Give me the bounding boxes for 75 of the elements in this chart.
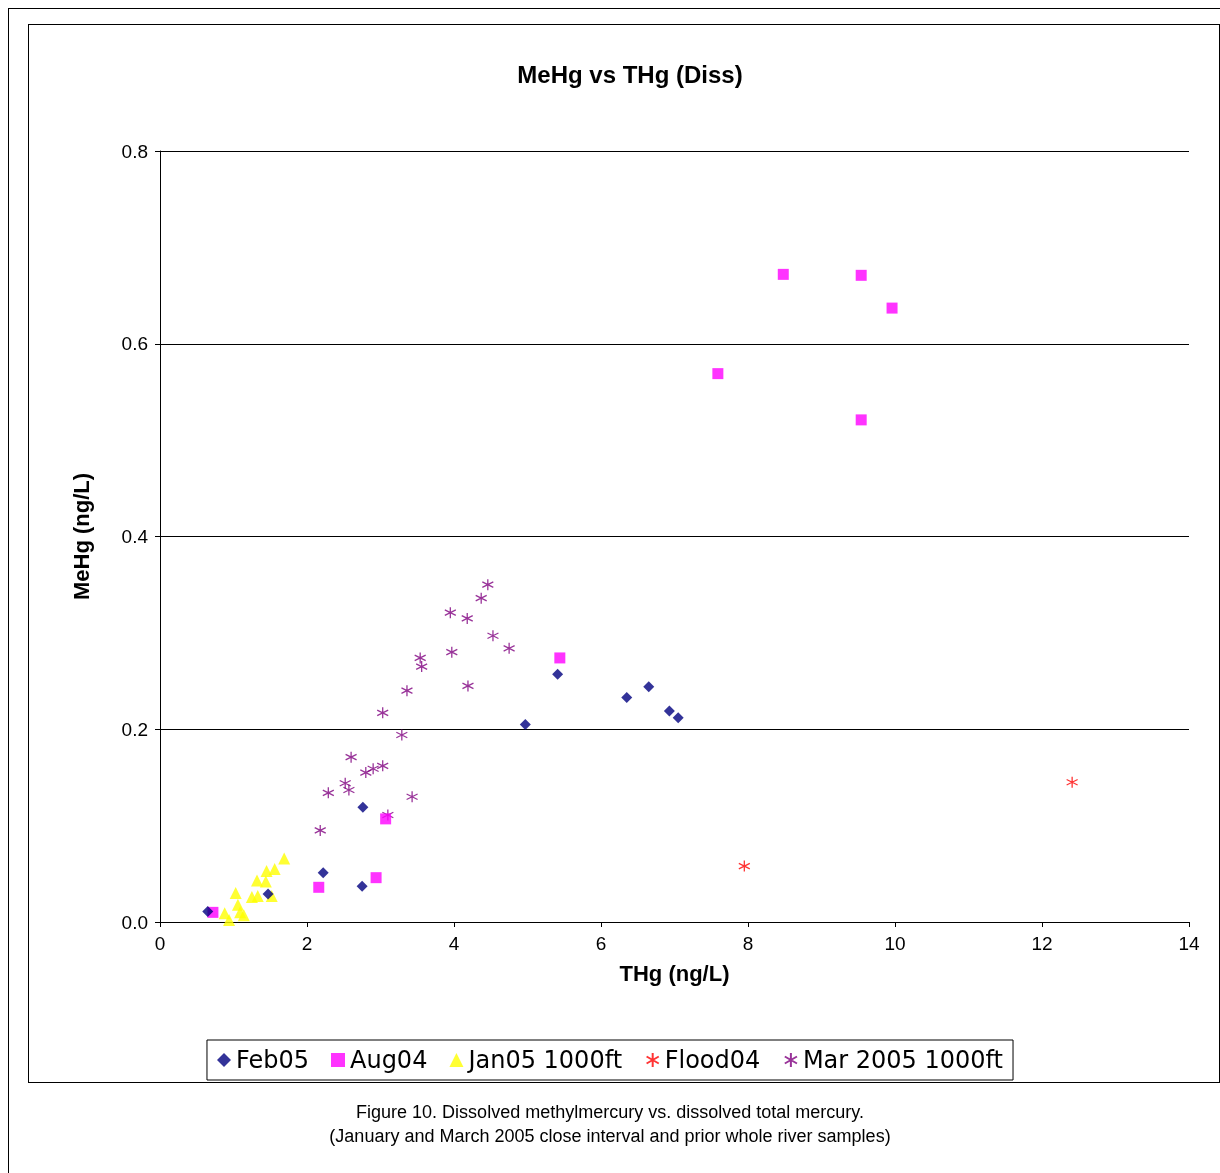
point	[314, 824, 327, 837]
y-axis-title: MeHg (ng/L)	[68, 472, 94, 601]
point	[400, 684, 414, 697]
point	[367, 762, 380, 775]
point	[777, 268, 789, 280]
point	[268, 862, 281, 875]
legend-label: Aug04	[350, 1046, 428, 1074]
chart-title: MeHg vs THg (Diss)	[517, 60, 743, 88]
point	[621, 691, 633, 703]
legend-label: Flood04	[664, 1046, 761, 1074]
point	[359, 766, 372, 779]
point	[461, 612, 474, 625]
point	[229, 887, 242, 900]
y-tick-label: 0.6	[121, 333, 148, 355]
point	[1065, 776, 1079, 789]
x-tick-label: 8	[742, 933, 754, 954]
point	[554, 652, 566, 664]
point	[475, 592, 488, 605]
point	[712, 368, 724, 380]
point	[260, 864, 273, 877]
point	[519, 718, 531, 730]
point	[395, 728, 408, 742]
point	[370, 872, 382, 884]
point	[502, 642, 516, 655]
x-tick-label: 14	[1178, 933, 1200, 954]
point	[855, 414, 867, 426]
point	[552, 668, 564, 680]
point	[380, 813, 392, 825]
point	[202, 905, 214, 917]
point	[486, 629, 500, 642]
point	[262, 888, 274, 900]
caption: Figure 10. Dissolved methylmercury vs. dissolved total mercury.	[355, 1101, 865, 1124]
x-tick-label: 10	[884, 933, 906, 954]
text: (January and March 2005 close interval and prior whole river samples)	[328, 1125, 892, 1148]
x-tick-label: 2	[301, 933, 313, 954]
y-tick-label: 0.0	[121, 911, 148, 933]
point	[445, 646, 458, 659]
point	[342, 783, 356, 797]
point	[259, 875, 272, 888]
point	[218, 907, 231, 920]
legend-label: Mar 2005 1000ft	[802, 1046, 1004, 1074]
x-tick-label: 12	[1031, 933, 1053, 954]
point	[855, 269, 867, 281]
x-tick-label: 4	[448, 933, 460, 954]
point	[278, 852, 291, 865]
point	[376, 759, 389, 773]
point	[251, 889, 264, 902]
point	[738, 859, 751, 873]
legend-label: Feb05	[235, 1046, 310, 1074]
y-tick-label: 0.8	[121, 140, 148, 162]
point	[339, 777, 352, 790]
x-tick-label: 6	[595, 933, 607, 954]
y-tick-label: 0.4	[121, 526, 149, 547]
point	[357, 801, 369, 813]
point	[251, 874, 264, 887]
point	[344, 751, 358, 764]
point	[481, 578, 494, 591]
legend-label: Jan05 1000ft	[466, 1046, 623, 1074]
x-tick-label: 0	[154, 933, 166, 954]
point	[356, 880, 368, 892]
point	[444, 606, 457, 619]
point	[672, 712, 684, 724]
point	[461, 679, 475, 693]
point	[415, 660, 428, 673]
point	[313, 881, 325, 893]
point	[317, 867, 329, 879]
point	[322, 786, 335, 800]
point	[405, 790, 419, 803]
x-axis-title: THg (ng/L)	[619, 960, 730, 986]
y-tick-label: 0.2	[121, 718, 148, 740]
point	[414, 651, 427, 665]
point	[663, 705, 675, 717]
point	[643, 681, 655, 693]
point	[886, 302, 898, 314]
point	[376, 706, 389, 720]
